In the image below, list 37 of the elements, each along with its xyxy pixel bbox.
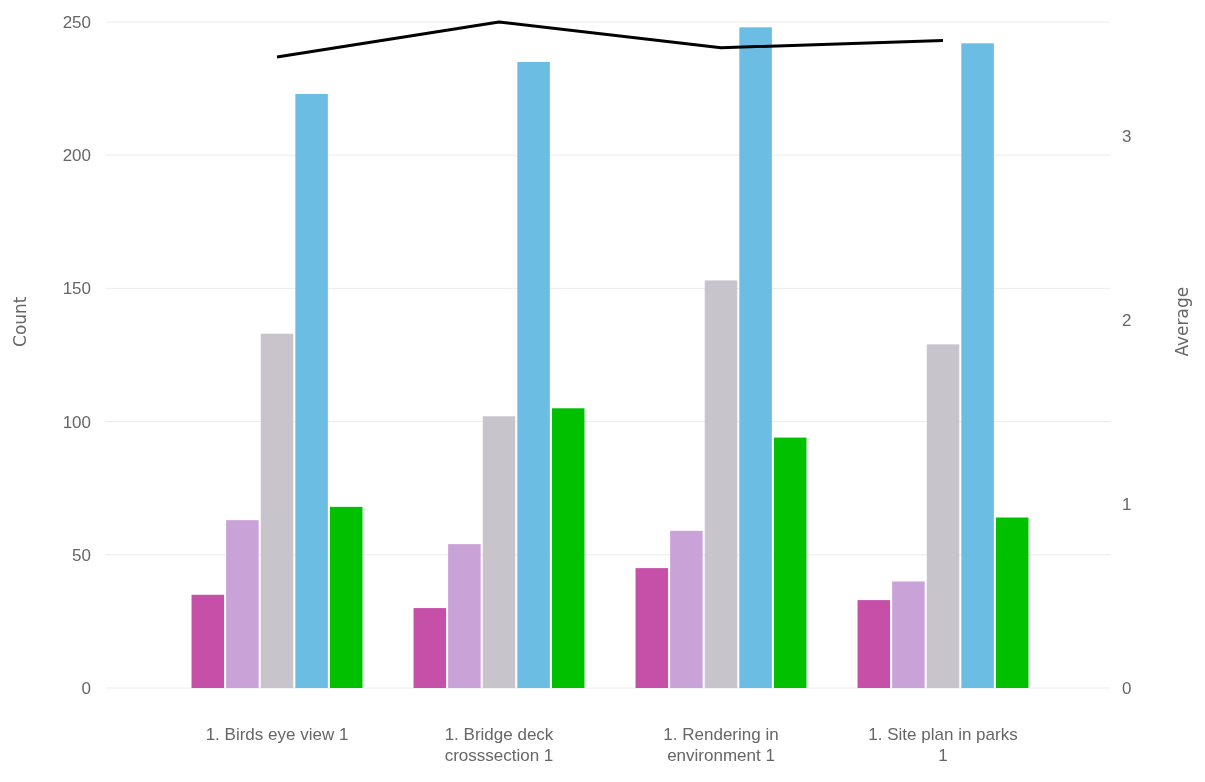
bar xyxy=(448,544,481,688)
bar xyxy=(413,608,447,688)
x-tick-label: 1. Site plan in parks 1 xyxy=(868,725,1018,766)
y-tick-label: 150 xyxy=(62,279,91,299)
bar xyxy=(773,437,807,688)
bar xyxy=(329,506,363,688)
line-series xyxy=(275,20,945,59)
y2-axis-title: Average xyxy=(1172,286,1192,357)
x-tick-label: 1. Birds eye view 1 xyxy=(205,725,349,745)
y-tick-label: 0 xyxy=(81,678,91,698)
x-tick-label: 1. Bridge deck crosssection 1 xyxy=(444,725,554,766)
bar xyxy=(635,568,669,688)
x-tick-label: 1. Rendering in environment 1 xyxy=(663,725,779,766)
bar xyxy=(739,27,772,688)
y-tick-label: 200 xyxy=(62,146,91,166)
y-axis-title: Count xyxy=(10,296,30,347)
y2-tick-label: 3 xyxy=(1122,127,1132,147)
y-tick-label: 250 xyxy=(62,12,91,32)
bar xyxy=(191,594,225,688)
bar xyxy=(226,520,259,688)
bar xyxy=(260,333,294,688)
bar xyxy=(704,280,738,688)
y-tick-label: 100 xyxy=(62,412,91,432)
y2-tick-label: 0 xyxy=(1122,678,1132,698)
bar xyxy=(892,581,925,688)
y2-tick-label: 2 xyxy=(1122,310,1132,330)
y-tick-label: 50 xyxy=(72,545,91,565)
bar xyxy=(295,93,328,688)
bar xyxy=(926,344,960,688)
bar xyxy=(857,600,891,688)
bar xyxy=(670,530,703,688)
bar xyxy=(961,43,994,688)
bar xyxy=(551,408,585,688)
bar xyxy=(482,416,516,688)
bar xyxy=(995,517,1029,688)
y2-tick-label: 1 xyxy=(1122,494,1132,514)
bar xyxy=(517,61,550,688)
